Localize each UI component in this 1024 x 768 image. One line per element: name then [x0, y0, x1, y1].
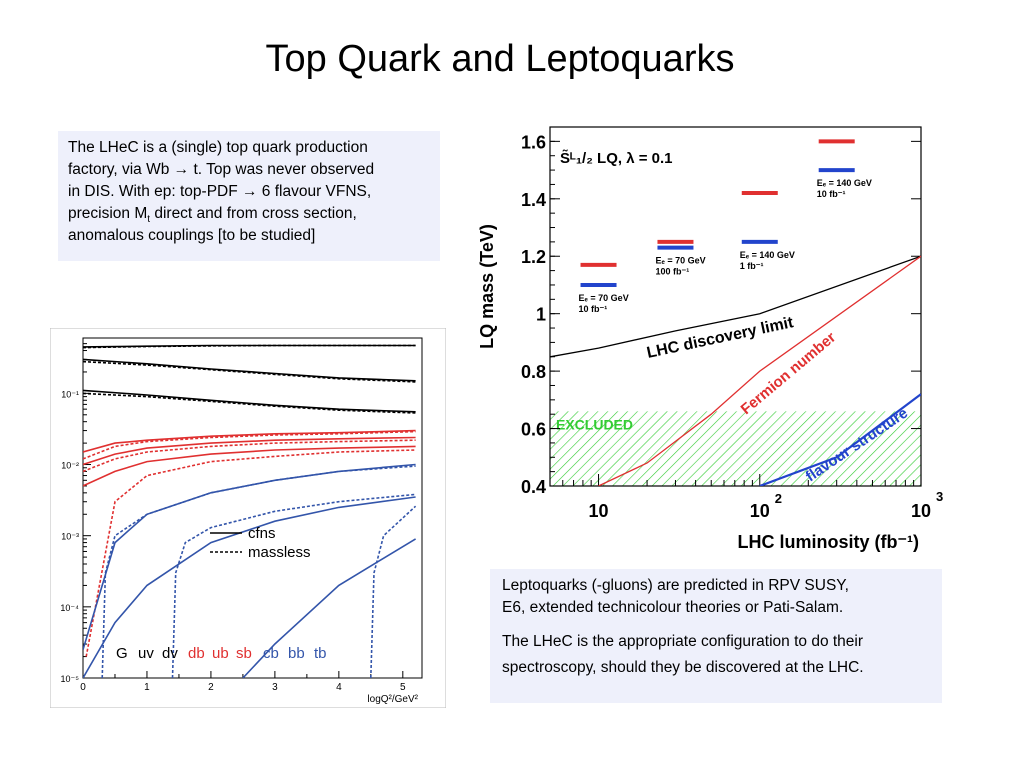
- lq-chart: EXCLUDED 0.4 0.6 0.8 1 1.2 1.4 1.6 10 10 2 10 3 LQ ma…: [478, 126, 943, 552]
- c2-excluded-label: EXCLUDED: [556, 416, 633, 432]
- box1-line-4-sub: t: [147, 214, 151, 226]
- c1-flavour-label: db: [188, 645, 205, 662]
- c1-y-tick-label: 10⁻¹: [61, 389, 79, 399]
- c2-y-tick-label: 1: [536, 305, 546, 325]
- c2-y-tick-label: 1.6: [521, 132, 546, 152]
- box2-paragraph-2: The LHeC is the appropriate configuratio…: [502, 629, 930, 681]
- c2-curve-line-2: [759, 393, 921, 486]
- box2-p1-line-2: E6, extended technicolour theories or Pa…: [502, 599, 844, 616]
- c2-x-tick-exponent: 3: [936, 489, 943, 504]
- c1-plot-area: [82, 337, 423, 679]
- c2-legend-text: S̃ᴸ₁/₂ LQ, λ = 0.1: [560, 149, 673, 167]
- box1-line-4b: direct and from cross section,: [150, 205, 357, 222]
- c2-plot-area: [549, 126, 922, 487]
- c1-series-line-10: [83, 445, 416, 487]
- c1-y-tick-label: 10⁻²: [61, 461, 79, 471]
- c1-series-line-8: [83, 436, 416, 466]
- c2-marker-label2-1: 100 fb⁻¹: [655, 267, 689, 277]
- c2-x-tick-label: 10: [911, 501, 931, 521]
- c1-flavour-label: ub: [212, 645, 229, 662]
- c1-series-line-17: [370, 505, 417, 678]
- c2-y-tick-label: 1.2: [521, 247, 546, 267]
- c1-flavour-label: cb: [263, 645, 279, 662]
- c2-x-axis-label: LHC luminosity (fb⁻¹): [738, 532, 919, 552]
- c2-curves-group: [550, 255, 921, 486]
- c1-x-tick-label: 0: [80, 682, 86, 693]
- box1-line-4a: precision M: [68, 205, 148, 222]
- c1-legend-label-massless: massless: [248, 544, 311, 561]
- top-quark-textbox: The LHeC is a (single) top quark product…: [58, 131, 440, 261]
- c1-flavour-label: uv: [138, 645, 154, 662]
- c2-excluded-region: [550, 411, 921, 486]
- slide-title: Top Quark and Leptoquarks: [265, 38, 735, 80]
- c1-x-axis-label: logQ²/GeV²: [367, 694, 418, 705]
- c2-marker-label2-0: 10 fb⁻¹: [579, 304, 608, 314]
- box1-line-3: in DIS. With ep: top-PDF → 6 flavour VFN…: [68, 183, 372, 200]
- c1-x-tick-label: 4: [336, 682, 342, 693]
- c1-series-line-3: [83, 360, 416, 383]
- c1-x-tick-label: 5: [400, 682, 406, 693]
- c1-series-line-14: [83, 496, 416, 678]
- c1-series-line-4: [83, 389, 416, 413]
- box1-line-1: The LHeC is a (single) top quark product…: [68, 139, 368, 156]
- box1-line-4: precision Mt direct and from cross secti…: [68, 203, 430, 225]
- c1-x-tick-label: 1: [144, 682, 150, 693]
- c1-series-line-5: [83, 392, 416, 414]
- c1-series-line-12: [83, 463, 416, 650]
- c1-series-group: [83, 344, 417, 678]
- c2-y-tick-label: 0.4: [521, 477, 546, 497]
- c1-y-tick-label: 10⁻³: [61, 532, 79, 542]
- c1-flavour-label: G: [116, 645, 128, 662]
- box2-p1-line-1: Leptoquarks (-gluons) are predicted in R…: [502, 577, 849, 594]
- c1-y-tick-label: 10⁻⁵: [61, 674, 80, 684]
- c2-x-tick-label: 10: [589, 501, 609, 521]
- c2-marker-label1-3: Eₑ = 140 GeV: [817, 178, 872, 188]
- c1-legend-label-cfns: cfns: [248, 525, 276, 542]
- c2-curve-line-0: [550, 255, 921, 358]
- c2-marker-label1-1: Eₑ = 70 GeV: [655, 256, 705, 266]
- c2-curve-line-1: [598, 255, 921, 486]
- c1-series-line-13: [101, 465, 416, 678]
- c2-x-tick-label: 10: [750, 501, 770, 521]
- c1-flavour-label: bb: [288, 645, 305, 662]
- c1-series-line-9: [83, 439, 416, 473]
- c2-curve-label-fermion: Fermion number: [738, 329, 840, 418]
- pdf-chart-frame: [50, 328, 446, 708]
- c1-flavour-label: tb: [314, 645, 327, 662]
- c2-y-tick-label: 0.6: [521, 420, 546, 440]
- c1-x-tick-label: 2: [208, 682, 214, 693]
- c1-series-line-6: [83, 429, 416, 453]
- c2-x-tick-exponent: 2: [775, 491, 782, 506]
- box2-p2-line-2: spectroscopy, should they be discovered …: [502, 659, 864, 676]
- c2-marker-label2-2: 1 fb⁻¹: [740, 261, 764, 271]
- c2-marker-label1-2: Eₑ = 140 GeV: [740, 250, 795, 260]
- c2-y-axis-label: LQ mass (TeV): [478, 224, 497, 349]
- c1-series-line-11: [85, 449, 416, 657]
- c2-marker-label1-0: Eₑ = 70 GeV: [579, 293, 629, 303]
- box1-line-5: anomalous couplings [to be studied]: [68, 227, 316, 244]
- c1-series-line-0: [83, 344, 416, 348]
- c2-y-tick-label: 1.4: [521, 190, 546, 210]
- c1-flavour-label: sb: [236, 645, 252, 662]
- c1-flavour-label: dv: [162, 645, 178, 662]
- c1-series-line-15: [171, 493, 416, 678]
- c1-y-tick-label: 10⁻⁴: [60, 603, 79, 613]
- c1-x-tick-label: 3: [272, 682, 278, 693]
- box2-paragraph-1: Leptoquarks (-gluons) are predicted in R…: [502, 575, 930, 619]
- box2-p2-line-1: The LHeC is the appropriate configuratio…: [502, 633, 864, 650]
- c2-marker-label2-3: 10 fb⁻¹: [817, 189, 846, 199]
- c2-y-tick-label: 0.8: [521, 362, 546, 382]
- pdf-chart: 0 1 2 3 4 5 10⁻¹ 10⁻² 10⁻³ 10⁻⁴ 10⁻⁵ logQ²/GeV² cfns…: [50, 328, 446, 708]
- c1-series-line-7: [83, 430, 416, 460]
- box1-line-2: factory, via Wb → t. Top was never obser…: [68, 161, 375, 178]
- leptoquark-textbox: Leptoquarks (-gluons) are predicted in R…: [490, 569, 942, 703]
